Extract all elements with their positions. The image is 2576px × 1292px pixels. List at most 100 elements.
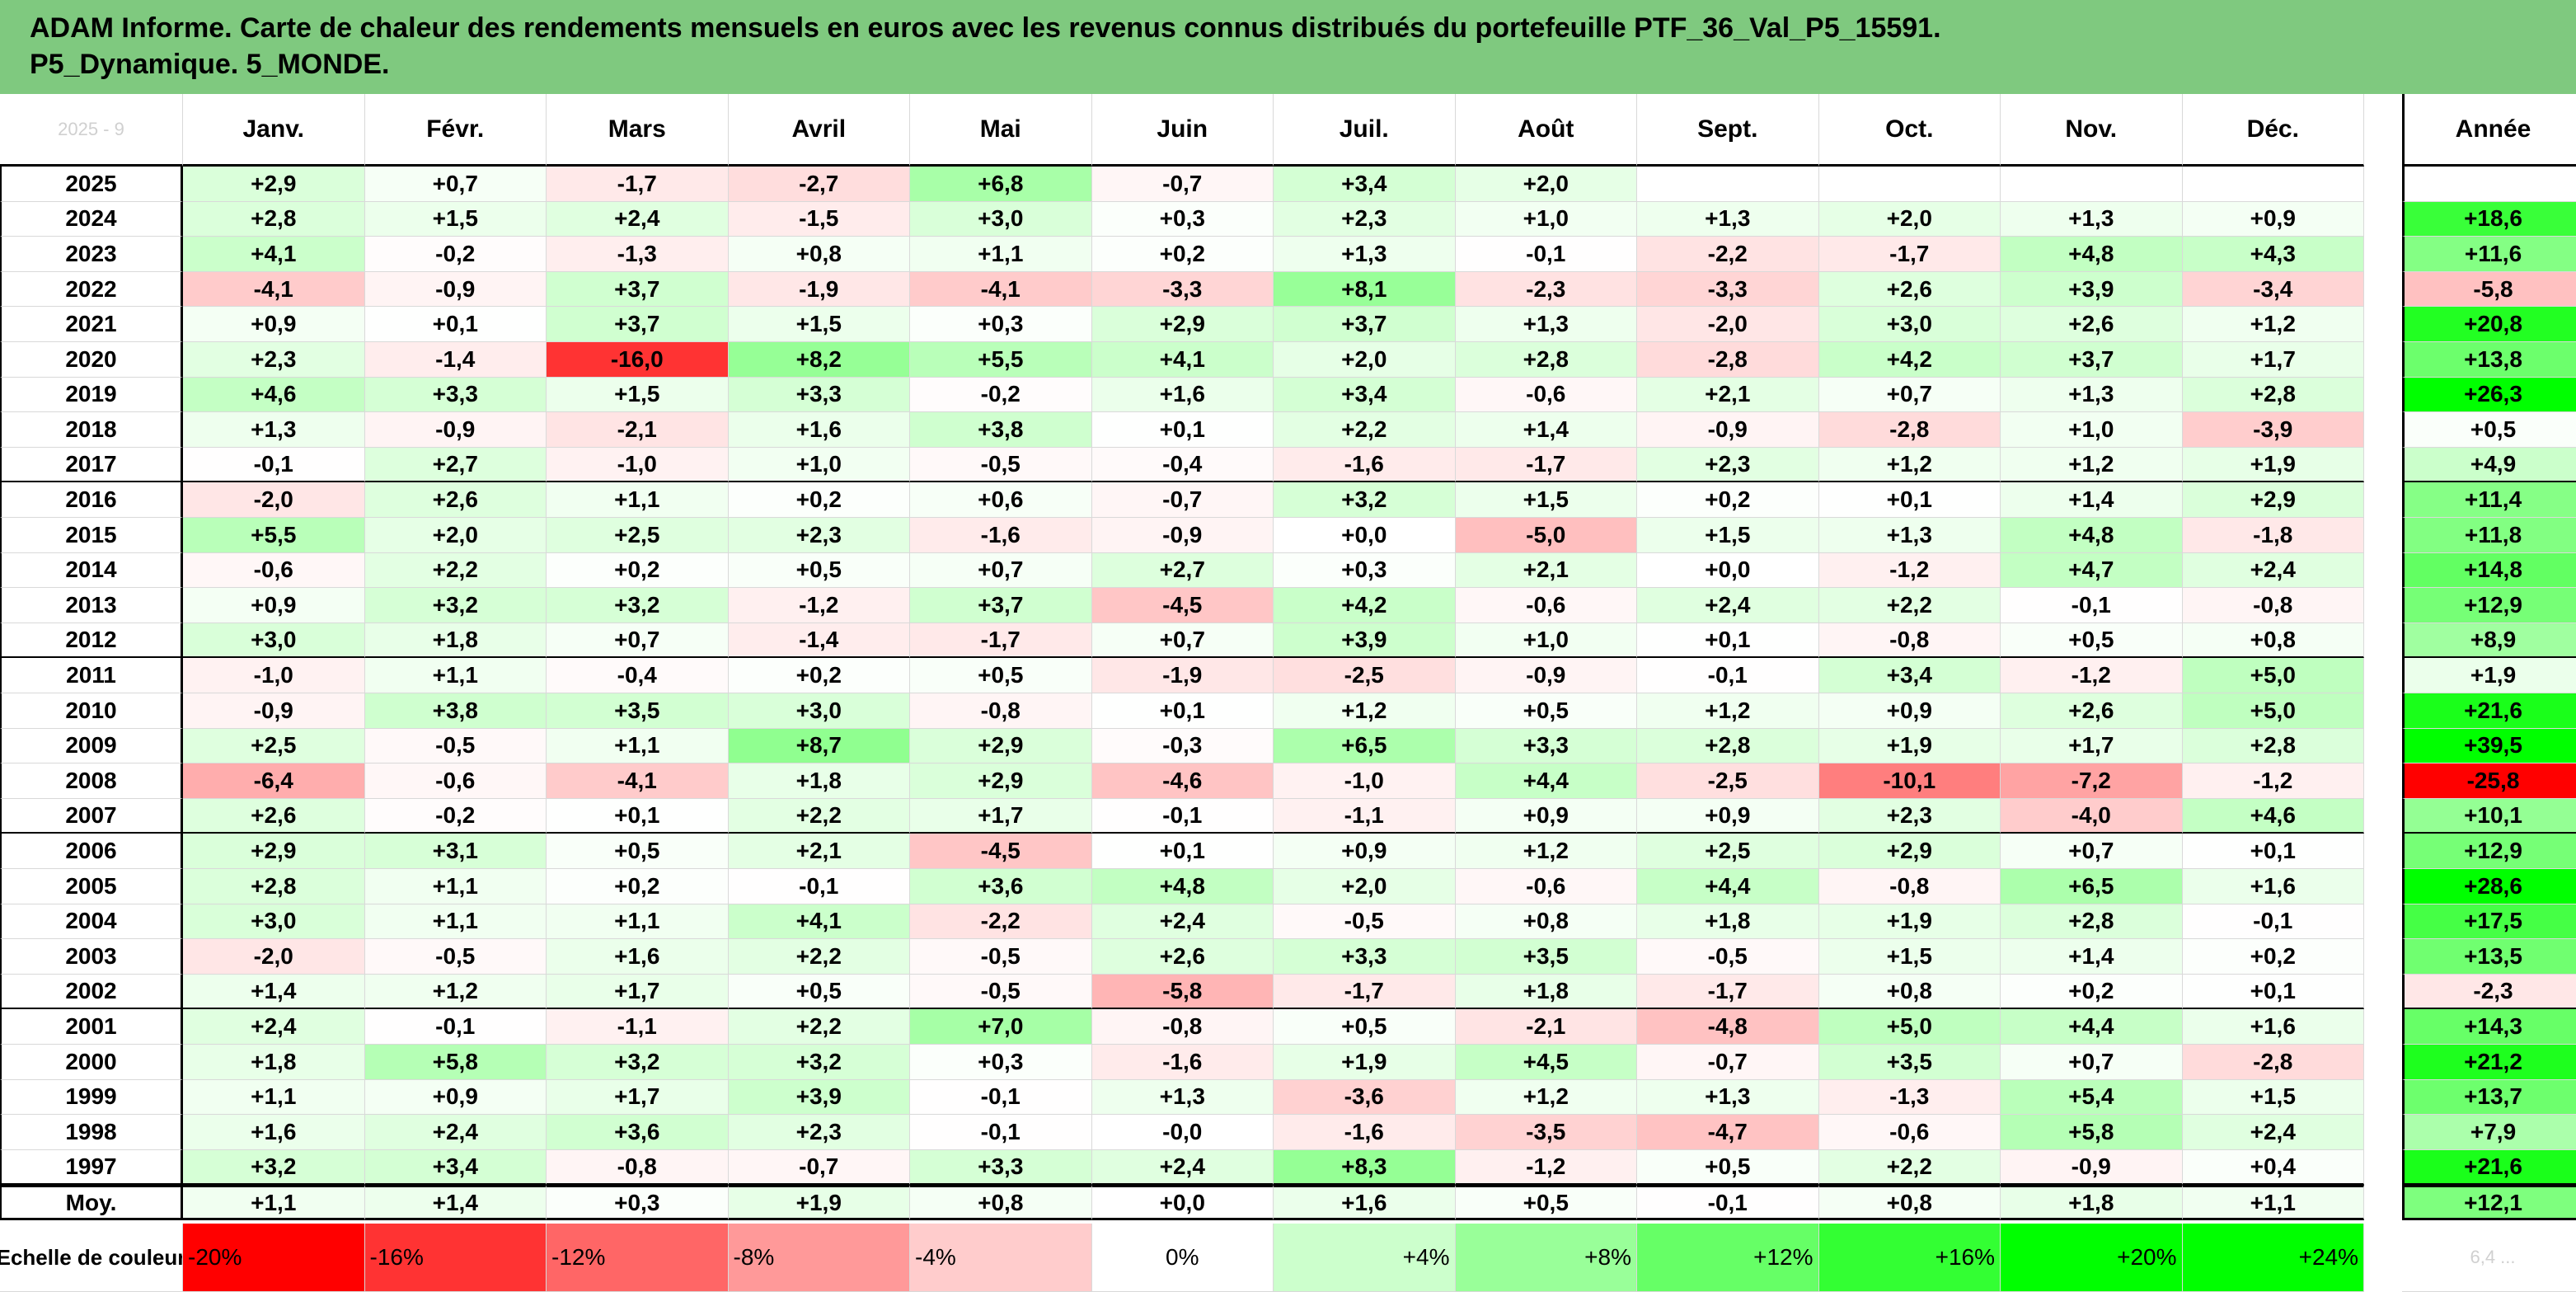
heatmap-cell: +1,8 [183, 1045, 365, 1080]
heatmap-cell: +3,7 [547, 271, 729, 308]
heatmap-cell: +1,1 [183, 1079, 365, 1116]
annual-cell: -5,8 [2402, 271, 2576, 308]
heatmap-cell: +1,7 [910, 798, 1092, 834]
heatmap-cell: -0,6 [364, 763, 547, 799]
heatmap-cell: -0,1 [1637, 658, 1819, 693]
year-label: 2025 [0, 167, 183, 202]
heatmap-cell: -0,9 [1091, 518, 1274, 553]
heatmap-cell: +1,6 [1091, 377, 1274, 413]
annual-cell [2402, 167, 2576, 202]
heatmap-cell: +5,0 [1818, 1009, 2001, 1045]
heatmap-cell: +2,1 [1455, 552, 1637, 589]
month-header: Sept. [1637, 94, 1819, 167]
heatmap-cell: -0,0 [1091, 1115, 1274, 1150]
heatmap-cell: +0,7 [364, 167, 547, 202]
year-label: 2012 [0, 623, 183, 659]
average-cell: +0,5 [1455, 1185, 1637, 1220]
heatmap-cell: -1,3 [1818, 1079, 2001, 1116]
heatmap-cell: +4,8 [1091, 869, 1274, 904]
heatmap-cell: -5,8 [1091, 974, 1274, 1010]
month-header: Juil. [1274, 94, 1456, 167]
heatmap-cell: +0,9 [1274, 834, 1456, 869]
heatmap-cell: +2,9 [910, 728, 1092, 764]
average-cell: +1,8 [2001, 1185, 2183, 1220]
year-label: 2014 [0, 552, 183, 589]
annual-cell: +21,2 [2402, 1045, 2576, 1080]
year-label: 2021 [0, 307, 183, 342]
heatmap-cell: +1,7 [2182, 342, 2364, 378]
annual-cell: +17,5 [2402, 904, 2576, 940]
heatmap-cell: -1,9 [728, 271, 910, 308]
annual-cell: +0,5 [2402, 412, 2576, 448]
average-cell: +0,3 [547, 1185, 729, 1220]
annual-cell: +12,9 [2402, 588, 2576, 623]
heatmap-cell: +1,1 [910, 237, 1092, 272]
annual-header: Année [2402, 94, 2576, 167]
color-scale-swatch: +20% [2001, 1224, 2183, 1292]
heatmap-cell: +3,2 [1274, 482, 1456, 518]
heatmap-cell: +4,8 [2001, 237, 2183, 272]
heatmap-cell: -1,7 [1637, 974, 1819, 1010]
heatmap-cell: -0,4 [1091, 447, 1274, 483]
heatmap-cell: +1,3 [1091, 1079, 1274, 1116]
heatmap-cell: +3,3 [728, 377, 910, 413]
heatmap-cell: +0,2 [547, 869, 729, 904]
annual-cell: +8,9 [2402, 623, 2576, 659]
heatmap-cell: +0,7 [1818, 377, 2001, 413]
heatmap-cell: +1,8 [728, 763, 910, 799]
heatmap-cell: -0,8 [1818, 869, 2001, 904]
year-label: 2002 [0, 974, 183, 1010]
heatmap-cell: +3,8 [364, 693, 547, 729]
heatmap-cell: +2,2 [1818, 1149, 2001, 1186]
heatmap-cell: -0,7 [1091, 167, 1274, 202]
annual-cell: +21,6 [2402, 1149, 2576, 1186]
heatmap-cell: +3,9 [1274, 623, 1456, 659]
heatmap-cell: +1,3 [2001, 201, 2183, 237]
heatmap-cell: -2,2 [1637, 237, 1819, 272]
heatmap-cell: -0,7 [1091, 482, 1274, 518]
heatmap-cell: +2,2 [1274, 412, 1456, 448]
annual-cell: +13,5 [2402, 939, 2576, 975]
heatmap-cell: +3,5 [1818, 1045, 2001, 1080]
heatmap-cell: -1,4 [364, 342, 547, 378]
heatmap-cell: +1,3 [183, 412, 365, 448]
month-header: Oct. [1818, 94, 2001, 167]
heatmap-cell: +2,3 [183, 342, 365, 378]
heatmap-cell: -0,1 [910, 1115, 1092, 1150]
heatmap-cell: -1,9 [1091, 658, 1274, 693]
heatmap-cell: +1,5 [1455, 482, 1637, 518]
heatmap-cell: -7,2 [2001, 763, 2183, 799]
heatmap-cell: -2,2 [910, 904, 1092, 940]
heatmap-cell: +0,1 [2182, 974, 2364, 1010]
heatmap-cell: +0,1 [2182, 834, 2364, 869]
heatmap-cell: -2,0 [183, 939, 365, 975]
heatmap-cell: +0,2 [1091, 237, 1274, 272]
heatmap-cell: +5,0 [2182, 693, 2364, 729]
heatmap-cell: +3,5 [547, 693, 729, 729]
heatmap-cell: +0,4 [2182, 1149, 2364, 1186]
heatmap-cell: +2,2 [1818, 588, 2001, 623]
heatmap-cell: +1,8 [1637, 904, 1819, 940]
heatmap-cell: +0,9 [1637, 798, 1819, 834]
heatmap-cell: +1,5 [547, 377, 729, 413]
heatmap-cell: -0,1 [2001, 588, 2183, 623]
heatmap-cell: +2,3 [1818, 798, 2001, 834]
heatmap-cell: +3,9 [728, 1079, 910, 1116]
heatmap-cell: -2,0 [1637, 307, 1819, 342]
heatmap-cell: +0,9 [183, 307, 365, 342]
heatmap-cell: -1,6 [1274, 1115, 1456, 1150]
heatmap-cell: +0,2 [728, 658, 910, 693]
heatmap-cell: +8,3 [1274, 1149, 1456, 1186]
heatmap-cell: +0,3 [1091, 201, 1274, 237]
heatmap-cell: +0,3 [910, 1045, 1092, 1080]
heatmap-cell: -4,6 [1091, 763, 1274, 799]
heatmap-cell: +1,1 [547, 728, 729, 764]
heatmap-cell: +1,6 [2182, 1009, 2364, 1045]
year-label: 2023 [0, 237, 183, 272]
heatmap-cell: +2,0 [1455, 167, 1637, 202]
heatmap-cell: +4,7 [2001, 552, 2183, 589]
heatmap-cell: -0,7 [728, 1149, 910, 1186]
chart-title-line-1: ADAM Informe. Carte de chaleur des rende… [30, 12, 1941, 44]
heatmap-cell: +3,2 [547, 1045, 729, 1080]
heatmap-cell: +0,9 [2182, 201, 2364, 237]
